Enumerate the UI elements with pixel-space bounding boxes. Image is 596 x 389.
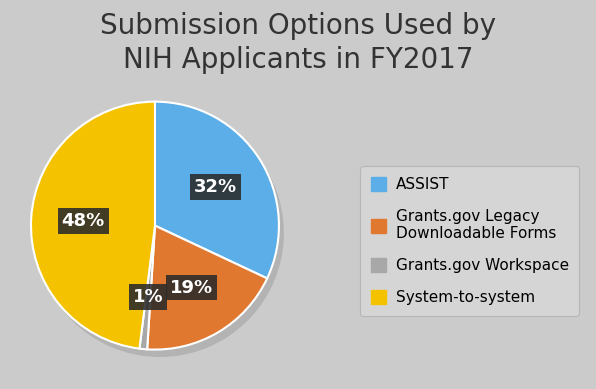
Text: Submission Options Used by
NIH Applicants in FY2017: Submission Options Used by NIH Applicant…: [100, 12, 496, 74]
Text: 48%: 48%: [61, 212, 105, 230]
Legend: ASSIST, Grants.gov Legacy
Downloadable Forms, Grants.gov Workspace, System-to-sy: ASSIST, Grants.gov Legacy Downloadable F…: [361, 166, 579, 316]
Wedge shape: [152, 233, 272, 357]
Wedge shape: [31, 102, 155, 349]
Wedge shape: [147, 226, 267, 350]
Wedge shape: [36, 109, 160, 356]
Wedge shape: [160, 109, 284, 286]
Text: 19%: 19%: [170, 279, 213, 296]
Text: 1%: 1%: [133, 288, 163, 306]
Text: 32%: 32%: [194, 178, 237, 196]
Wedge shape: [139, 226, 155, 349]
Wedge shape: [144, 233, 160, 357]
Wedge shape: [155, 102, 279, 279]
